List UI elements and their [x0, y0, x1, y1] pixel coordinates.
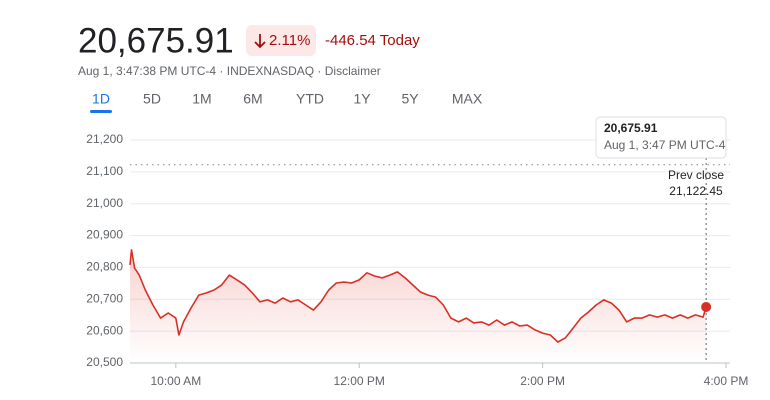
prev-close-name: Prev close	[668, 168, 724, 182]
tab[interactable]: 5D	[143, 91, 161, 107]
tooltip-time: Aug 1, 3:47 PM UTC-4	[604, 138, 726, 152]
y-tick-label: 20,700	[86, 291, 123, 305]
price-line	[129, 249, 707, 343]
y-tick-label: 20,500	[86, 355, 123, 369]
tabs: 1D 5D 1M 6M YTD 1Y 5Y MAX	[90, 91, 483, 113]
down-arrow	[254, 34, 266, 49]
prev-close-value: 21,122.45	[669, 184, 723, 198]
tooltip-value: 20,675.91	[604, 121, 658, 135]
x-tick-label: 4:00 PM	[704, 374, 749, 388]
y-tick-label: 20,800	[86, 260, 123, 274]
area	[130, 249, 707, 363]
change-badge	[246, 25, 316, 56]
tab-underline	[90, 110, 112, 113]
last-point	[701, 301, 712, 312]
y-tick-label: 21,200	[86, 132, 123, 146]
tooltip	[595, 116, 727, 159]
tab[interactable]: 1D	[92, 91, 110, 107]
change-abs: -446.54 Today	[325, 32, 420, 49]
plot: 20,500 20,600 20,700 20,800 20,900 21,000 21,1…	[86, 132, 748, 388]
x-tick-label: 10:00 AM	[150, 374, 201, 388]
tab[interactable]: 1M	[192, 91, 211, 107]
subtitle: Aug 1, 3:47:38 PM UTC-4 · INDEXNASDAQ · …	[78, 64, 381, 78]
y-tick-label: 21,000	[86, 196, 123, 210]
tab[interactable]: YTD	[296, 91, 324, 107]
x-tick-label: 12:00 PM	[334, 374, 385, 388]
price: 20,675.91	[78, 21, 234, 60]
y-tick-label: 20,900	[86, 228, 123, 242]
change-pct: 2.11%	[269, 32, 310, 49]
tab[interactable]: 5Y	[401, 91, 419, 107]
tab[interactable]: MAX	[452, 91, 483, 107]
y-tick-label: 21,100	[86, 164, 123, 178]
tab[interactable]: 6M	[243, 91, 262, 107]
y-tick-label: 20,600	[86, 323, 123, 337]
tab[interactable]: 1Y	[353, 91, 371, 107]
x-tick-label: 2:00 PM	[520, 374, 565, 388]
